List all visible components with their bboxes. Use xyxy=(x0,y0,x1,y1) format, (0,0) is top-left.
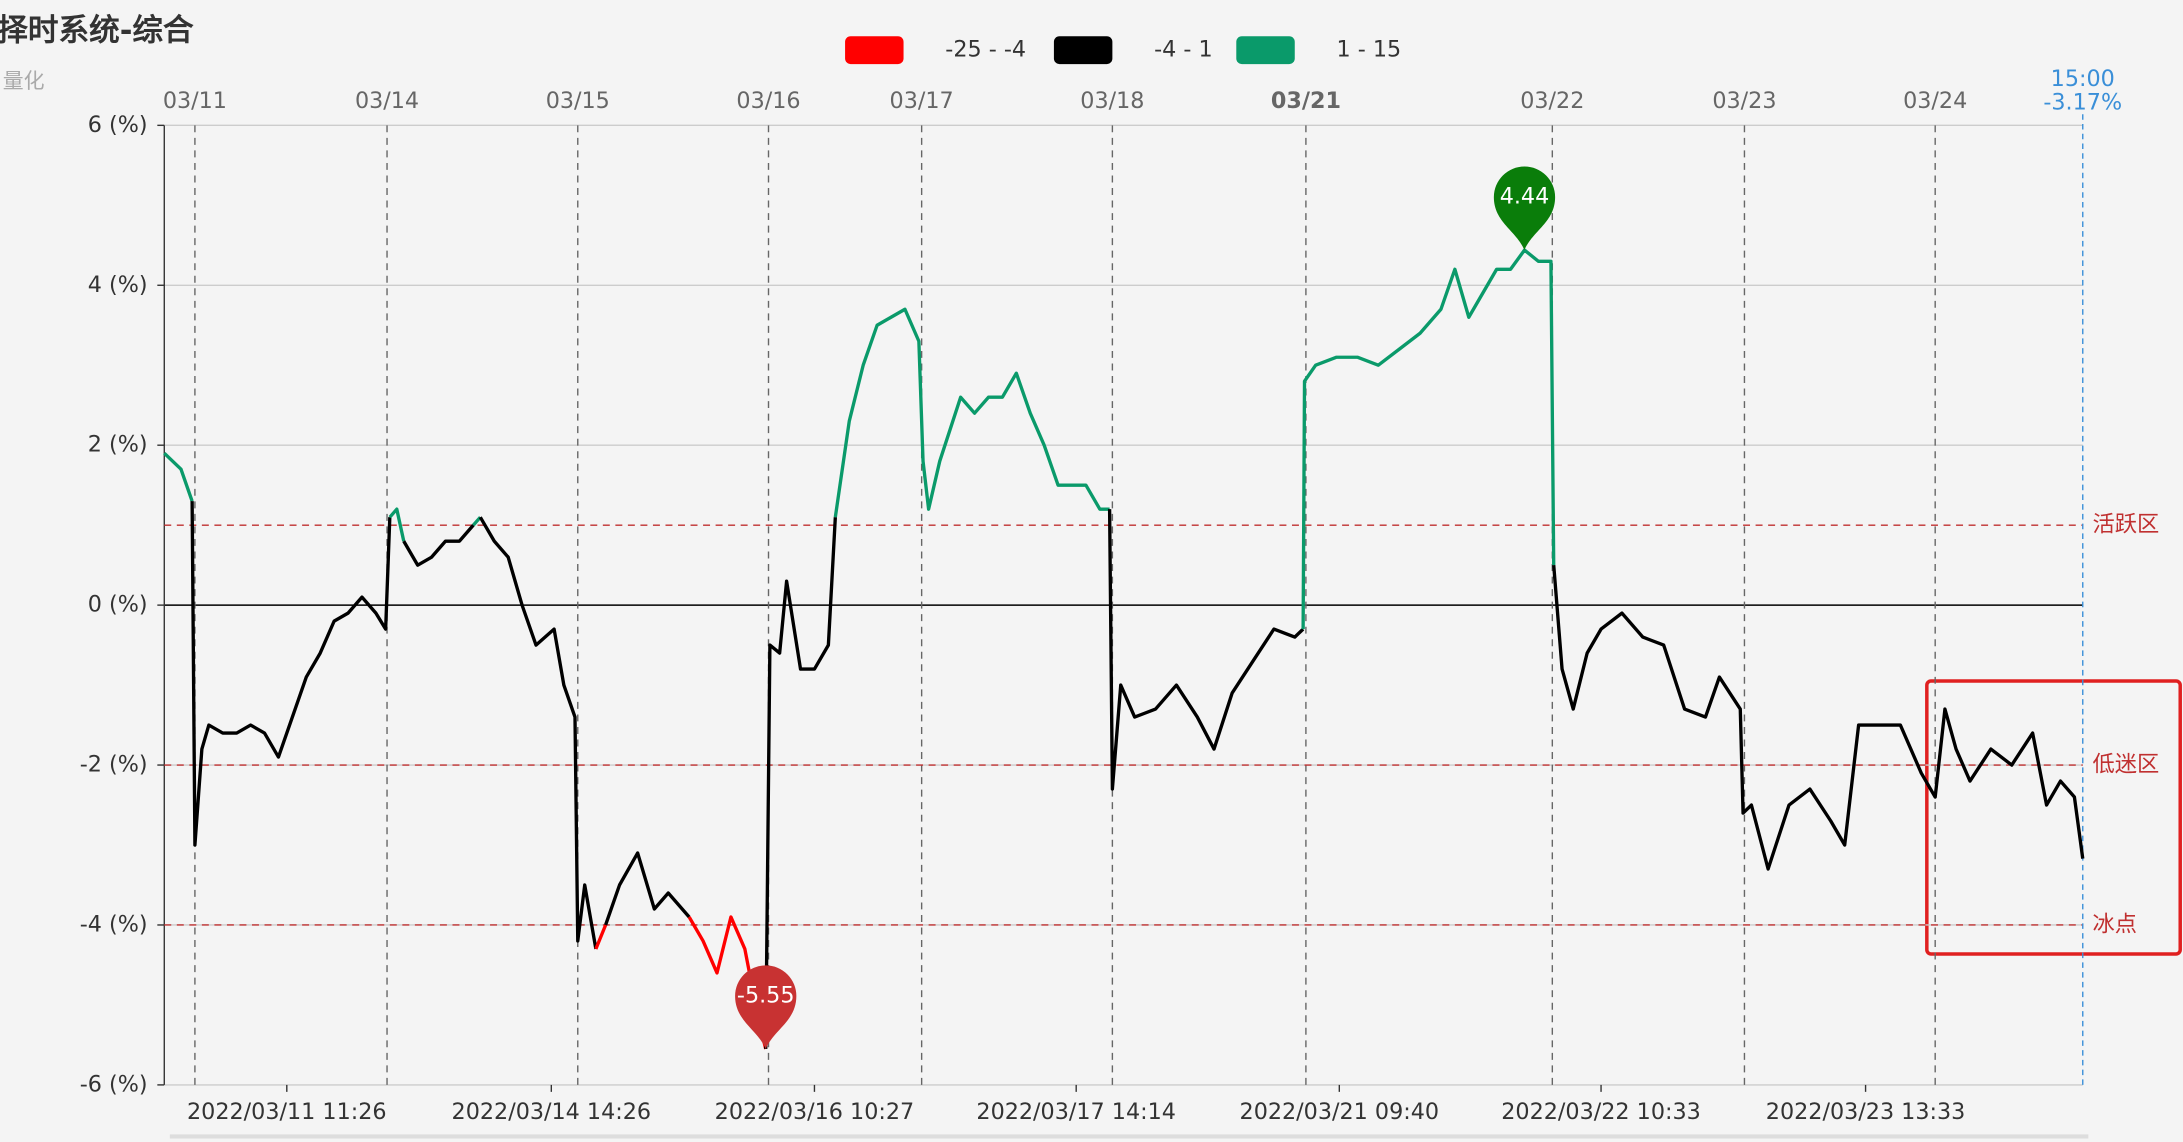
legend-swatch xyxy=(1053,36,1113,65)
mark-line-label: 活跃区 xyxy=(2093,512,2160,538)
mark-point-label: 4.44 xyxy=(1500,184,1550,210)
line-piece xyxy=(472,516,482,527)
mark-line-label: 低迷区 xyxy=(2093,752,2160,778)
x-tick-label: 03/23 xyxy=(1712,88,1776,114)
line-piece xyxy=(402,524,475,567)
line-piece xyxy=(604,851,691,926)
legend-swatch xyxy=(1236,36,1295,65)
time-tick-label: 2022/03/17 14:14 xyxy=(976,1099,1176,1125)
x-tick-label: 03/17 xyxy=(890,88,954,114)
line-piece xyxy=(594,924,608,950)
chart-title: 择时系统-综合 xyxy=(0,13,194,49)
end-label: -3.17% xyxy=(2043,90,2122,116)
line-piece xyxy=(764,517,837,1049)
x-tick-label: 03/14 xyxy=(355,88,419,114)
y-tick-label: -2 (%) xyxy=(80,752,148,778)
x-tick-label: 03/16 xyxy=(736,88,800,114)
y-tick-label: -6 (%) xyxy=(80,1071,148,1097)
time-tick-label: 2022/03/23 13:33 xyxy=(1766,1099,1966,1125)
legend-label: 1 - 15 xyxy=(1337,37,1402,63)
highlight-box xyxy=(1925,679,2182,956)
y-tick-label: 0 (%) xyxy=(88,592,148,618)
line-piece xyxy=(1301,248,1556,630)
line-piece xyxy=(388,507,406,542)
time-tick-label: 2022/03/22 10:33 xyxy=(1501,1099,1701,1125)
x-tick-label: 03/18 xyxy=(1080,88,1144,114)
mark-point-pin xyxy=(1493,166,1556,251)
time-tick-label: 2022/03/16 10:27 xyxy=(715,1099,915,1125)
x-tick-label: 03/15 xyxy=(546,88,610,114)
y-tick-label: 2 (%) xyxy=(88,432,148,458)
y-tick-label: -4 (%) xyxy=(80,911,148,937)
time-tick-label: 2022/03/11 11:26 xyxy=(187,1099,387,1125)
chart-subtitle: 量化 xyxy=(3,69,45,93)
legend-swatch xyxy=(845,36,904,65)
line-piece xyxy=(1107,509,1305,791)
y-tick-label: 4 (%) xyxy=(88,272,148,298)
end-label: 15:00 xyxy=(2051,66,2115,92)
x-tick-label: 03/24 xyxy=(1903,88,1967,114)
mark-point-label: -5.55 xyxy=(737,982,795,1008)
mark-line-label: 冰点 xyxy=(2093,911,2138,937)
line-piece xyxy=(478,516,598,950)
x-tick-label: 03/11 xyxy=(163,88,227,114)
time-tick-label: 2022/03/21 09:40 xyxy=(1240,1099,1440,1125)
line-piece xyxy=(1552,565,2085,871)
line-piece xyxy=(833,307,1110,518)
y-tick-label: 6 (%) xyxy=(88,112,148,138)
line-piece xyxy=(163,451,194,502)
time-tick-label: 2022/03/14 14:26 xyxy=(452,1099,652,1125)
line-piece xyxy=(190,501,392,847)
x-tick-label: 03/22 xyxy=(1520,88,1584,114)
legend-label: -25 - -4 xyxy=(945,37,1026,63)
mark-point-pin xyxy=(735,965,797,1049)
x-tick-label: 03/21 xyxy=(1271,88,1341,114)
legend-label: -4 - 1 xyxy=(1154,37,1213,63)
